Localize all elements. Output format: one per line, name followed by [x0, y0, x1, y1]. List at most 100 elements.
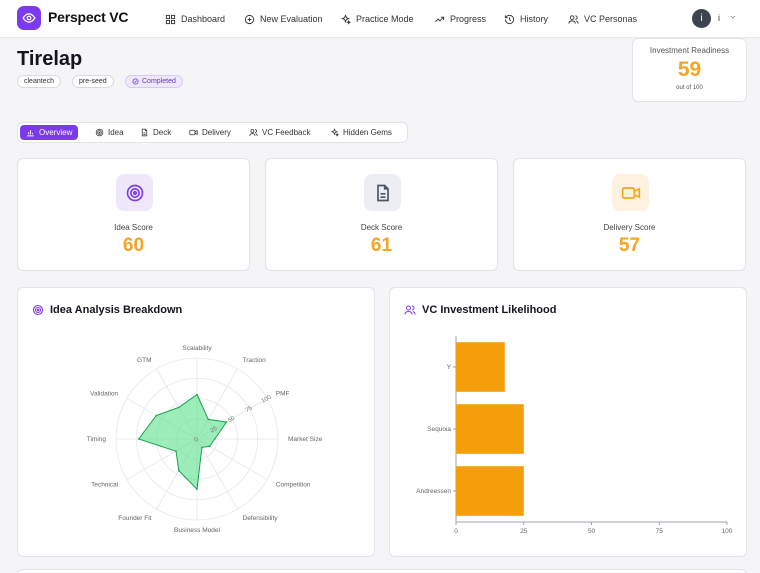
radar-category-label: Scalability — [182, 345, 212, 352]
tab-hidden-gems[interactable]: Hidden Gems — [324, 125, 398, 140]
radar-tick-label: 25 — [210, 425, 219, 434]
status-badge: Completed — [125, 75, 183, 88]
target-icon — [116, 174, 153, 211]
radar-tick-label: 75 — [245, 405, 254, 414]
users-icon — [568, 14, 579, 24]
nav-history-label: History — [520, 14, 549, 24]
tab-delivery[interactable]: Delivery — [183, 125, 237, 140]
tab-label: Overview — [39, 128, 73, 137]
nav-progress-label: Progress — [450, 14, 487, 24]
radar-tick-label: 0 — [194, 436, 200, 443]
radar-category-label: Technical — [91, 482, 119, 489]
tag-label: cleantech — [24, 78, 54, 85]
nav-vc-personas[interactable]: VC Personas — [568, 12, 637, 26]
tag-pre-seed: pre-seed — [72, 75, 114, 88]
readiness-value: 59 — [677, 58, 702, 81]
nav-history[interactable]: History — [504, 12, 548, 26]
target-icon — [32, 304, 44, 316]
radar-point — [178, 406, 180, 409]
page-title: Tirelap — [17, 48, 83, 70]
idea-analysis-title-text: Idea Analysis Breakdown — [50, 304, 183, 316]
nav-progress[interactable]: Progress — [434, 12, 486, 26]
radar-category-label: Timing — [87, 436, 107, 443]
radar-chart: 0 25 50 75 100 Scalability Traction PMF Market S… — [87, 345, 323, 534]
document-icon — [141, 128, 148, 137]
radar-category-label: Validation — [90, 391, 118, 398]
sparkles-icon — [341, 13, 351, 25]
tab-vc-feedback[interactable]: VC Feedback — [243, 125, 316, 140]
radar-category-label: Founder Fit — [118, 515, 151, 522]
nav-vc-personas-label: VC Personas — [584, 14, 638, 24]
vc-likelihood-title: VC Investment Likelihood — [404, 304, 556, 316]
readiness-sub: out of 100 — [676, 85, 703, 91]
tab-deck[interactable]: Deck — [134, 125, 177, 140]
radar-category-label: PMF — [276, 391, 290, 398]
radar-category-label: Defensibility — [243, 515, 279, 522]
eye-icon[interactable] — [17, 6, 41, 30]
idea-analysis-panel: Idea Analysis Breakdown 0 25 50 75 100 Scalab… — [17, 287, 375, 557]
bar-chart-icon — [27, 130, 34, 137]
radar-point — [201, 446, 203, 449]
chevron-down-icon[interactable] — [729, 13, 737, 21]
trending-up-icon — [435, 16, 445, 22]
bar-category-label: Y — [447, 364, 452, 371]
sparkles-icon — [330, 128, 339, 137]
radar-point — [175, 450, 177, 452]
tab-label: Deck — [153, 128, 172, 137]
radar-category-label: Business Model — [174, 527, 220, 534]
idea-analysis-title: Idea Analysis Breakdown — [32, 304, 182, 316]
top-navigation-bar: Perspect VC Dashboard New Evaluation Pra… — [0, 0, 760, 38]
tab-label: VC Feedback — [262, 128, 311, 137]
bar-x-tick-label: 100 — [722, 528, 733, 535]
nav-practice-mode-label: Practice Mode — [356, 14, 414, 24]
grid-icon — [165, 14, 176, 24]
users-icon — [404, 305, 416, 315]
radar-point — [155, 414, 158, 417]
bar-x-tick-label: 50 — [588, 528, 596, 535]
tab-label: Idea — [108, 128, 124, 137]
status-label: Completed — [142, 78, 176, 85]
radar-point — [196, 488, 198, 490]
deck-score-card: Deck Score 61 — [265, 158, 498, 271]
user-name[interactable]: i — [718, 13, 720, 23]
radar-category-label: GTM — [137, 357, 151, 364]
nav-new-evaluation[interactable]: New Evaluation — [244, 12, 323, 26]
nav-dashboard-label: Dashboard — [181, 14, 226, 24]
radar-point — [225, 421, 228, 423]
radar-point — [214, 438, 216, 440]
tab-idea[interactable]: Idea — [89, 125, 130, 140]
radar-category-label: Competition — [276, 482, 311, 489]
brand-name[interactable]: Perspect VC — [48, 9, 129, 25]
readiness-label: Investment Readiness — [649, 46, 730, 55]
investment-readiness-card: Investment Readiness 59 out of 100 — [632, 38, 747, 102]
tab-label: Delivery — [202, 128, 231, 137]
bar-category-label: Andreessen — [416, 488, 451, 495]
document-icon — [364, 174, 401, 211]
radar-point — [207, 418, 210, 421]
vc-likelihood-panel: VC Investment Likelihood Y Sequoia Andrees… — [389, 287, 747, 557]
nav-practice-mode[interactable]: Practice Mode — [340, 12, 414, 26]
bar-x-tick-label: 25 — [520, 528, 528, 535]
avatar[interactable]: i — [692, 9, 711, 28]
nav-dashboard[interactable]: Dashboard — [165, 12, 225, 26]
idea-score-label: Idea Score — [114, 223, 153, 232]
bar — [456, 466, 524, 516]
bar-x-tick-label: 75 — [656, 528, 664, 535]
delivery-score-card: Delivery Score 57 — [513, 158, 746, 271]
radar-point — [137, 438, 140, 440]
bar-chart: Y Sequoia Andreessen 0 25 50 75 100 — [416, 336, 733, 535]
tab-label: Hidden Gems — [343, 128, 392, 137]
radar-point — [178, 469, 180, 472]
radar-point — [196, 393, 198, 396]
target-icon — [95, 128, 104, 137]
video-icon — [612, 174, 649, 211]
radar-category-label: Traction — [243, 357, 267, 364]
tab-overview[interactable]: Overview — [20, 125, 79, 140]
radar-spoke — [196, 438, 238, 510]
radar-tick-label: 100 — [261, 394, 273, 405]
radar-point — [208, 445, 211, 448]
idea-score-card: Idea Score 60 — [17, 158, 250, 271]
radar-series-area — [137, 393, 228, 491]
history-icon — [504, 14, 515, 24]
tag-cleantech: cleantech — [17, 75, 61, 88]
